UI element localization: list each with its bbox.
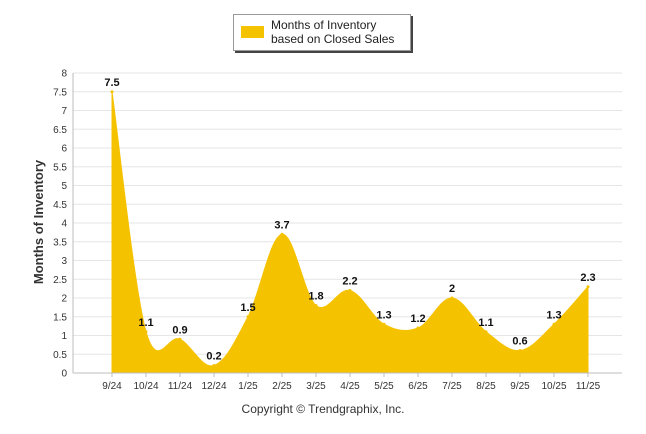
copyright-footer: Copyright © Trendgraphix, Inc. bbox=[241, 402, 405, 416]
y-tick-label: 3 bbox=[61, 256, 67, 267]
y-tick-label: 3.5 bbox=[53, 237, 67, 248]
data-point bbox=[178, 337, 182, 341]
x-tick-label: 2/25 bbox=[272, 381, 292, 392]
x-tick-label: 9/24 bbox=[102, 381, 122, 392]
data-label: 1.2 bbox=[410, 313, 425, 325]
area-fill bbox=[111, 91, 589, 374]
x-tick-label: 11/24 bbox=[168, 381, 193, 392]
x-tick-label: 3/25 bbox=[306, 381, 326, 392]
data-point bbox=[212, 364, 216, 367]
y-tick-label: 5.5 bbox=[53, 162, 67, 173]
y-tick-label: 1.5 bbox=[53, 312, 67, 323]
data-label: 7.5 bbox=[104, 77, 119, 89]
y-tick-label: 0.5 bbox=[53, 350, 67, 361]
data-label: 2.2 bbox=[342, 276, 357, 288]
x-tick-label: 6/25 bbox=[408, 381, 428, 392]
data-point bbox=[586, 285, 590, 289]
data-label: 3.7 bbox=[274, 219, 289, 231]
y-tick-label: 2.5 bbox=[53, 275, 67, 286]
data-label: 2 bbox=[449, 283, 455, 295]
y-tick-label: 8 bbox=[61, 69, 67, 80]
data-label: 1.3 bbox=[376, 309, 391, 321]
data-point bbox=[416, 326, 420, 330]
x-tick-label: 5/25 bbox=[374, 381, 394, 392]
y-tick-label: 4.5 bbox=[53, 200, 67, 211]
data-point bbox=[314, 304, 318, 307]
axes: 0 0.5 1 1.5 2 2.5 3 3.5 4 4.5 5 5.5 6 6.5 7 7.5 8 9/24 10/… bbox=[53, 69, 622, 392]
y-tick-label: 2 bbox=[61, 294, 67, 305]
data-point bbox=[280, 232, 284, 236]
data-point bbox=[110, 90, 114, 94]
data-label: 1.1 bbox=[478, 317, 493, 329]
x-tick-label: 10/24 bbox=[133, 381, 158, 392]
y-tick-label: 0 bbox=[61, 369, 67, 380]
x-tick-label: 10/25 bbox=[541, 381, 566, 392]
x-tick-label: 7/25 bbox=[442, 381, 462, 392]
x-tick-label: 11/25 bbox=[576, 381, 601, 392]
legend-swatch bbox=[241, 26, 264, 38]
y-tick-label: 6 bbox=[61, 144, 67, 155]
x-tick-label: 9/25 bbox=[510, 381, 530, 392]
data-label: 1.5 bbox=[240, 302, 255, 314]
data-point bbox=[382, 322, 386, 326]
x-tick-label: 8/25 bbox=[476, 381, 496, 392]
data-label: 0.6 bbox=[512, 336, 527, 348]
legend: Months of Inventory based on Closed Sale… bbox=[233, 14, 411, 51]
data-label: 1.8 bbox=[308, 291, 323, 303]
y-tick-label: 1 bbox=[61, 331, 67, 342]
y-tick-label: 4 bbox=[61, 219, 67, 230]
legend-label: Months of Inventory based on Closed Sale… bbox=[271, 18, 395, 46]
data-point bbox=[518, 349, 522, 352]
area-series bbox=[110, 90, 590, 374]
y-tick-label: 5 bbox=[61, 181, 67, 192]
data-label: 0.9 bbox=[172, 324, 187, 336]
y-axis-title: Months of Inventory bbox=[31, 159, 46, 284]
y-tick-label: 7.5 bbox=[53, 87, 67, 98]
data-labels: 7.5 1.1 0.9 0.2 1.5 3.7 1.8 2.2 1.3 1.2 2 1.1 0.6 1.3… bbox=[104, 77, 595, 363]
data-point bbox=[144, 330, 148, 334]
x-tick-label: 1/25 bbox=[238, 381, 258, 392]
data-label: 0.2 bbox=[206, 351, 221, 363]
data-point bbox=[552, 322, 556, 326]
data-label: 2.3 bbox=[580, 272, 595, 284]
x-tick-label: 4/25 bbox=[340, 381, 360, 392]
y-tick-label: 6.5 bbox=[53, 125, 67, 136]
data-label: 1.3 bbox=[546, 309, 561, 321]
data-point bbox=[348, 289, 352, 292]
x-tick-label: 12/24 bbox=[201, 381, 226, 392]
data-label: 1.1 bbox=[138, 317, 153, 329]
data-point bbox=[246, 315, 250, 319]
data-point bbox=[450, 296, 454, 300]
data-point bbox=[484, 330, 488, 334]
y-tick-label: 7 bbox=[61, 106, 67, 117]
